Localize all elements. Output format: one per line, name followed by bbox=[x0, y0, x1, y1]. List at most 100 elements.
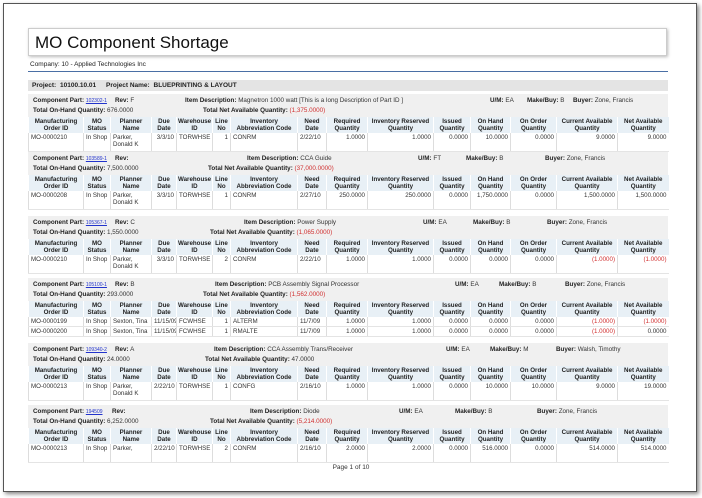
rev-value: F bbox=[130, 97, 135, 104]
table-cell: In Shop bbox=[83, 444, 111, 463]
table-cell: 2.0000 bbox=[367, 444, 434, 463]
item-description: Item Description: CCA Guide bbox=[247, 155, 332, 162]
buyer-value: Zone, Francis bbox=[566, 155, 606, 162]
component-group: Component Part: 102302-1 Rev: F Item Descr… bbox=[28, 94, 669, 152]
column-header: Warehouse ID bbox=[176, 239, 213, 255]
item-description-value: PCB Assembly Signal Processor bbox=[268, 281, 360, 288]
column-header: Net Available Quantity bbox=[617, 366, 669, 382]
component-part-value[interactable]: 105100-1 bbox=[85, 282, 107, 288]
column-header: Inventory Abbreviation Code bbox=[230, 366, 298, 382]
item-description: Item Description: Diode bbox=[250, 408, 320, 415]
buyer: Buyer: Zone, Francis bbox=[565, 281, 625, 288]
column-header: Issued Quantity bbox=[433, 366, 471, 382]
component-part: Component Part: 105100-1 bbox=[33, 281, 107, 288]
component-part-label: Component Part: bbox=[33, 281, 85, 288]
table-cell: 10.0000 bbox=[510, 382, 557, 401]
column-header: Current Available Quantity bbox=[556, 366, 618, 382]
table-cell: 0.0000 bbox=[470, 326, 511, 337]
make-buy: Make/Buy: B bbox=[466, 155, 503, 162]
make-buy-label: Make/Buy: bbox=[499, 281, 531, 288]
table-cell: 11/15/09 bbox=[151, 317, 177, 327]
table-cell: 10.0000 bbox=[470, 382, 511, 401]
table-cell: FCWHSE bbox=[176, 326, 213, 337]
total-on-hand: Total On-Hand Quantity: 24.0000 bbox=[33, 356, 130, 363]
column-header: Due Date bbox=[151, 117, 177, 133]
component-header: Component Part: 103589-1 Rev: Item Descri… bbox=[28, 152, 668, 175]
table-cell: In Shop bbox=[83, 317, 111, 327]
column-header: Warehouse ID bbox=[176, 117, 213, 133]
column-header: Required Quantity bbox=[326, 366, 368, 382]
column-header: Net Available Quantity bbox=[617, 301, 669, 317]
column-header: Inventory Reserved Quantity bbox=[367, 239, 434, 255]
total-net-available: Total Net Available Quantity: 47.0000 bbox=[205, 356, 314, 363]
report-title: MO Component Shortage bbox=[28, 28, 667, 56]
table-cell: Parker, Donald K bbox=[110, 191, 152, 210]
total-on-hand: Total On-Hand Quantity: 1,550.0000 bbox=[33, 229, 139, 236]
total-on-hand-label: Total On-Hand Quantity: bbox=[33, 356, 106, 363]
unit-of-measure-value: EA bbox=[505, 97, 514, 104]
column-header: Inventory Abbreviation Code bbox=[230, 175, 298, 191]
column-header: Net Available Quantity bbox=[617, 175, 669, 191]
total-on-hand-value: 7,500.0000 bbox=[107, 165, 139, 172]
make-buy-label: Make/Buy: bbox=[466, 155, 498, 162]
rev: Rev: F bbox=[115, 97, 134, 104]
table-header-row: Manufacturing Order ID MO Status Planner N… bbox=[28, 301, 669, 317]
component-group: Component Part: 105367-1 Rev: C Item Descr… bbox=[28, 216, 669, 274]
table-cell: 0.0000 bbox=[470, 255, 511, 274]
component-table: Manufacturing Order ID MO Status Planner N… bbox=[28, 428, 669, 463]
table-cell: 1 bbox=[212, 133, 231, 152]
unit-of-measure-value: FT bbox=[433, 155, 442, 162]
column-header: Inventory Abbreviation Code bbox=[230, 301, 298, 317]
column-header: Warehouse ID bbox=[176, 428, 213, 444]
component-group: Component Part: 105100-1 Rev: B Item Descr… bbox=[28, 278, 669, 337]
total-on-hand-value: 1,550.0000 bbox=[107, 229, 139, 236]
table-cell: Parker, Donald K bbox=[110, 255, 152, 274]
rev: Rev: bbox=[112, 408, 126, 415]
column-header: Manufacturing Order ID bbox=[28, 428, 84, 444]
total-net-available-label: Total Net Available Quantity: bbox=[208, 165, 293, 172]
column-header: Required Quantity bbox=[326, 301, 368, 317]
total-on-hand-value: 293.0000 bbox=[107, 291, 134, 298]
component-part-value[interactable]: 109340-2 bbox=[85, 347, 107, 353]
table-cell: 2 bbox=[212, 444, 231, 463]
component-part-value[interactable]: 105367-1 bbox=[85, 220, 107, 226]
table-cell: In Shop bbox=[83, 133, 111, 152]
unit-of-measure-label: U/M: bbox=[446, 346, 460, 353]
item-description-label: Item Description: bbox=[215, 281, 267, 288]
total-on-hand: Total On-Hand Quantity: 7,500.0000 bbox=[33, 165, 139, 172]
total-net-available-value: (1,065.0000) bbox=[296, 229, 333, 236]
table-cell: 2/27/10 bbox=[297, 191, 327, 210]
column-header: Need Date bbox=[297, 117, 327, 133]
buyer: Buyer: Zone, Francis bbox=[573, 97, 633, 104]
table-cell: RMALTE bbox=[230, 326, 298, 337]
total-on-hand-label: Total On-Hand Quantity: bbox=[33, 418, 106, 425]
column-header: Need Date bbox=[297, 366, 327, 382]
table-cell: Parker, bbox=[110, 444, 152, 463]
unit-of-measure: U/M: EA bbox=[446, 346, 470, 353]
component-part-value[interactable]: 102302-1 bbox=[85, 98, 107, 104]
buyer: Buyer: Walsh, Timothy bbox=[556, 346, 621, 353]
make-buy-label: Make/Buy: bbox=[527, 97, 559, 104]
buyer: Buyer: Zone, Francis bbox=[547, 219, 607, 226]
table-cell: MO-0000210 bbox=[28, 133, 84, 152]
component-table: Manufacturing Order ID MO Status Planner N… bbox=[28, 175, 669, 210]
component-part-value[interactable]: 103589-1 bbox=[85, 156, 107, 162]
make-buy-value: B bbox=[506, 219, 511, 226]
component-part-value[interactable]: 194509 bbox=[85, 409, 103, 415]
make-buy: Make/Buy: B bbox=[455, 408, 492, 415]
column-header: On Hand Quantity bbox=[470, 366, 511, 382]
rev: Rev: A bbox=[115, 346, 134, 353]
component-part: Component Part: 103589-1 bbox=[33, 155, 107, 162]
column-header: Planner Name bbox=[110, 117, 152, 133]
table-cell: MO-0000199 bbox=[28, 317, 84, 327]
table-cell: CONRM bbox=[230, 444, 298, 463]
table-cell: 2/22/10 bbox=[297, 255, 327, 274]
column-header: Current Available Quantity bbox=[556, 239, 618, 255]
component-table: Manufacturing Order ID MO Status Planner N… bbox=[28, 301, 669, 337]
column-header: Issued Quantity bbox=[433, 428, 471, 444]
unit-of-measure-label: U/M: bbox=[490, 97, 504, 104]
table-cell: 1 bbox=[212, 326, 231, 337]
column-header: Current Available Quantity bbox=[556, 301, 618, 317]
table-cell: 1.0000 bbox=[367, 317, 434, 327]
column-header: Due Date bbox=[151, 175, 177, 191]
